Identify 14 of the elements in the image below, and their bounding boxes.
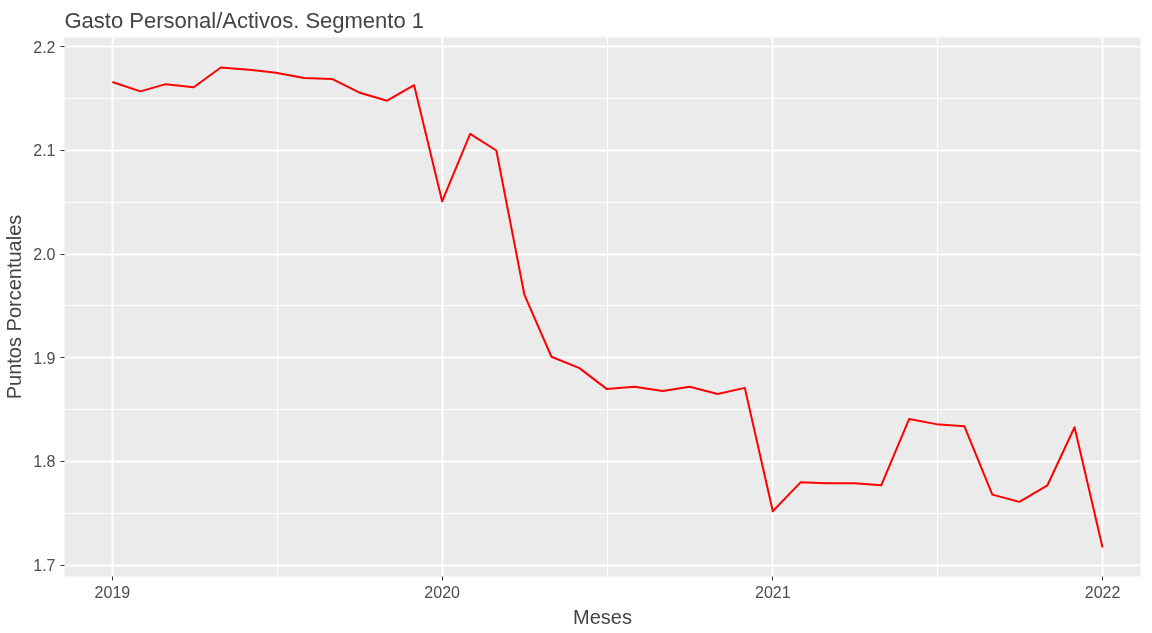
y-tick-label: 2.2 [33,38,56,56]
y-tick-label: 1.8 [33,453,56,471]
x-axis-title: Meses [573,605,632,628]
y-axis-title: Puntos Porcentuales [3,214,26,400]
x-tick-label: 2020 [424,583,461,601]
y-tick-label: 2.0 [33,246,56,264]
y-tick-label: 1.7 [33,557,56,575]
y-tick-label: 1.9 [33,349,56,367]
y-tick-label: 2.1 [33,142,56,160]
chart-title: Gasto Personal/Activos. Segmento 1 [64,7,425,33]
x-tick-label: 2019 [94,583,131,601]
x-tick-label: 2022 [1084,583,1121,601]
x-tick-label: 2021 [755,583,791,601]
line-series [111,66,1104,549]
